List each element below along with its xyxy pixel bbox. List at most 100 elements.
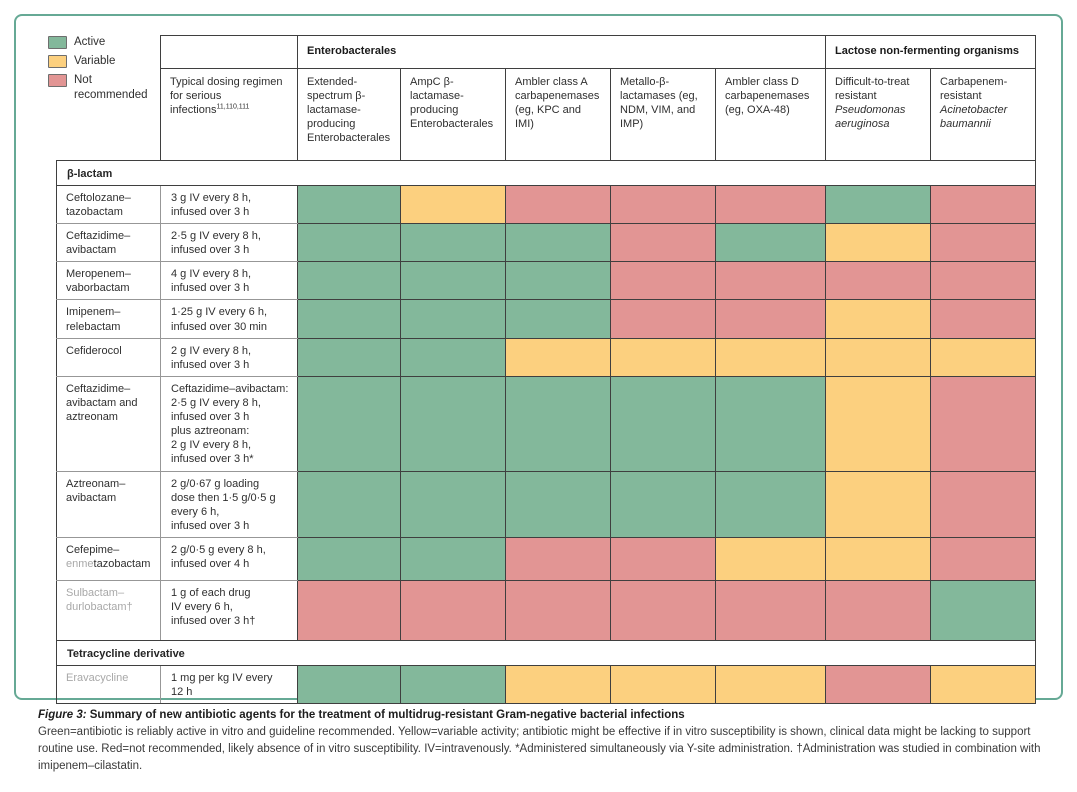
drug-row-eravacycline: Eravacycline 1 mg per kg IV every 12 h [56, 665, 1036, 705]
legend-label: Active [74, 36, 106, 48]
cell-imipenem-relebactam-ambler-class-d [715, 299, 826, 339]
drug-name: Aztreonam–avibactam [56, 470, 161, 539]
cell-eravacycline-metallo-beta-lactamases [610, 665, 716, 705]
cell-ceftazidime-avibactam-ambler-class-a [505, 223, 611, 263]
cell-aztreonam-avibactam-ambler-class-d [715, 470, 826, 539]
cell-cefiderocol-esbl-enterobacterales [297, 337, 401, 377]
cell-imipenem-relebactam-ambler-class-a [505, 299, 611, 339]
drug-name: Ceftolozane–tazobactam [56, 184, 161, 225]
cell-ceftazidime-avibactam-and-aztreonam-ambler-class-d [715, 375, 826, 472]
cell-eravacycline-ambler-class-a [505, 665, 611, 705]
dosing-regimen: 2 g/0·67 g loading dose then 1·5 g/0·5 g… [160, 470, 298, 539]
drug-name-part: Ceftolozane–tazobactam [66, 192, 131, 219]
drug-name-part: Cefiderocol [66, 344, 122, 357]
cell-sulbactam-durlobactam-ambler-class-d [715, 580, 826, 642]
column-header-ambler-class-d: Ambler class D carbapenemases (eg, OXA-4… [715, 68, 826, 161]
header-blank [57, 36, 161, 69]
drug-name-part: Ceftazidime–avibactam and aztreonam [66, 382, 138, 423]
cell-aztreonam-avibactam-dtr-pseudomonas [825, 470, 931, 539]
species-name: Pseudomonas aeruginosa [835, 104, 906, 131]
dosing-regimen: 3 g IV every 8 h, infused over 3 h [160, 184, 298, 225]
cell-ceftolozane-tazobactam-metallo-beta-lactamases [610, 184, 716, 225]
drug-name-part-gray: enme [66, 558, 94, 571]
cell-eravacycline-esbl-enterobacterales [297, 665, 401, 705]
cell-ceftazidime-avibactam-ampc-enterobacterales [400, 223, 506, 263]
cell-cefepime-enmetazobactam-ampc-enterobacterales [400, 537, 506, 582]
drug-name: Cefepime–enmetazobactam [56, 537, 161, 582]
drug-name: Ceftazidime–avibactam [56, 223, 161, 263]
cell-aztreonam-avibactam-esbl-enterobacterales [297, 470, 401, 539]
dosing-regimen: 2·5 g IV every 8 h, infused over 3 h [160, 223, 298, 263]
cell-imipenem-relebactam-ampc-enterobacterales [400, 299, 506, 339]
cell-ceftolozane-tazobactam-ambler-class-d [715, 184, 826, 225]
cell-ceftazidime-avibactam-esbl-enterobacterales [297, 223, 401, 263]
cell-ceftazidime-avibactam-and-aztreonam-esbl-enterobacterales [297, 375, 401, 472]
cell-eravacycline-ambler-class-d [715, 665, 826, 705]
drug-row-cefepime-enmetazobactam: Cefepime–enmetazobactam 2 g/0·5 g every 8… [56, 537, 1036, 582]
cell-ceftazidime-avibactam-metallo-beta-lactamases [610, 223, 716, 263]
species-name: Acinetobacter baumannii [940, 104, 1008, 131]
cell-aztreonam-avibactam-cr-acinetobacter [930, 470, 1036, 539]
drug-name: Ceftazidime–avibactam and aztreonam [56, 375, 161, 472]
cell-meropenem-vaborbactam-ampc-enterobacterales [400, 261, 506, 301]
drug-name-part-gray: Sulbactam–durlobactam† [66, 587, 133, 614]
color-legend: Active Variable Not recommended [48, 35, 158, 107]
drug-row-aztreonam-avibactam: Aztreonam–avibactam 2 g/0·67 g loading do… [56, 470, 1036, 539]
cell-imipenem-relebactam-dtr-pseudomonas [825, 299, 931, 339]
figure-caption: Figure 3: Summary of new antibiotic agen… [38, 707, 1044, 775]
group-header-lactose-non-fermenting: Lactose non-fermenting organisms [825, 35, 1036, 69]
cell-cefiderocol-cr-acinetobacter [930, 337, 1036, 377]
cell-cefiderocol-metallo-beta-lactamases [610, 337, 716, 377]
drug-name: Cefiderocol [56, 337, 161, 377]
caption-title: Summary of new antibiotic agents for the… [89, 709, 685, 721]
cell-cefiderocol-ampc-enterobacterales [400, 337, 506, 377]
cell-ceftazidime-avibactam-dtr-pseudomonas [825, 223, 931, 263]
cell-sulbactam-durlobactam-dtr-pseudomonas [825, 580, 931, 642]
figure-label: Figure 3: [38, 709, 87, 721]
cell-cefepime-enmetazobactam-ambler-class-d [715, 537, 826, 582]
cell-meropenem-vaborbactam-ambler-class-d [715, 261, 826, 301]
drug-row-sulbactam-durlobactam: Sulbactam–durlobactam† 1 g of each drug I… [56, 580, 1036, 642]
cell-cefepime-enmetazobactam-cr-acinetobacter [930, 537, 1036, 582]
drug-name: Meropenem–vaborbactam [56, 261, 161, 301]
cell-aztreonam-avibactam-metallo-beta-lactamases [610, 470, 716, 539]
legend-label: Not recommended [74, 73, 148, 101]
cell-ceftolozane-tazobactam-ambler-class-a [505, 184, 611, 225]
cell-cefiderocol-ambler-class-a [505, 337, 611, 377]
drug-row-cefiderocol: Cefiderocol 2 g IV every 8 h, infused ove… [56, 337, 1036, 377]
drug-name-part: Cefepime– [66, 544, 120, 557]
drug-name-part: Ceftazidime–avibactam [66, 230, 131, 257]
column-header-dtr-pseudomonas: Difficult-to-treat resistant Pseudomonas… [825, 68, 931, 161]
section-row-beta-lactam: β-lactam [56, 160, 1036, 186]
column-header-cr-acinetobacter: Carbapenem-resistant Acinetobacter bauma… [930, 68, 1036, 161]
column-header-esbl-enterobacterales: Extended-spectrum β-lactamase-producing … [297, 68, 401, 161]
drug-name: Imipenem–relebactam [56, 299, 161, 339]
cell-ceftazidime-avibactam-and-aztreonam-ambler-class-a [505, 375, 611, 472]
legend-item: Active [48, 35, 158, 50]
variable-swatch [48, 54, 67, 68]
cell-meropenem-vaborbactam-esbl-enterobacterales [297, 261, 401, 301]
drug-row-ceftazidime-avibactam-and-aztreonam: Ceftazidime–avibactam and aztreonam Cefta… [56, 375, 1036, 472]
dosing-regimen: 2 g IV every 8 h, infused over 3 h [160, 337, 298, 377]
cell-aztreonam-avibactam-ampc-enterobacterales [400, 470, 506, 539]
legend-label: Variable [74, 54, 116, 67]
cell-ceftazidime-avibactam-and-aztreonam-cr-acinetobacter [930, 375, 1036, 472]
cell-cefepime-enmetazobactam-ambler-class-a [505, 537, 611, 582]
drug-name-part: Imipenem–relebactam [66, 306, 121, 333]
drug-name-part: tazobactam [93, 558, 151, 571]
cell-sulbactam-durlobactam-esbl-enterobacterales [297, 580, 401, 642]
cell-eravacycline-cr-acinetobacter [930, 665, 1036, 705]
caption-title-line: Figure 3: Summary of new antibiotic agen… [38, 707, 1044, 724]
cell-meropenem-vaborbactam-dtr-pseudomonas [825, 261, 931, 301]
header-group-row: Enterobacterales Lactose non-fermenting o… [57, 35, 1036, 69]
cell-sulbactam-durlobactam-ambler-class-a [505, 580, 611, 642]
header-column-row: Typical dosing regimen for serious infec… [57, 68, 1036, 161]
cell-ceftolozane-tazobactam-esbl-enterobacterales [297, 184, 401, 225]
cell-sulbactam-durlobactam-metallo-beta-lactamases [610, 580, 716, 642]
cell-ceftolozane-tazobactam-ampc-enterobacterales [400, 184, 506, 225]
section-title: Tetracycline derivative [56, 640, 1036, 667]
cell-ceftolozane-tazobactam-dtr-pseudomonas [825, 184, 931, 225]
header-empty-box [160, 35, 298, 69]
cell-sulbactam-durlobactam-ampc-enterobacterales [400, 580, 506, 642]
cell-ceftazidime-avibactam-cr-acinetobacter [930, 223, 1036, 263]
